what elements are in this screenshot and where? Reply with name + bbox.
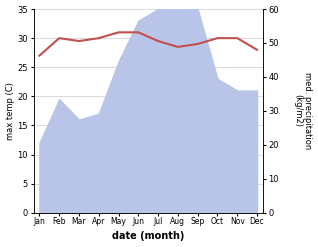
Y-axis label: max temp (C): max temp (C) (5, 82, 15, 140)
X-axis label: date (month): date (month) (112, 231, 184, 242)
Y-axis label: med. precipitation
(kg/m2): med. precipitation (kg/m2) (293, 72, 313, 149)
